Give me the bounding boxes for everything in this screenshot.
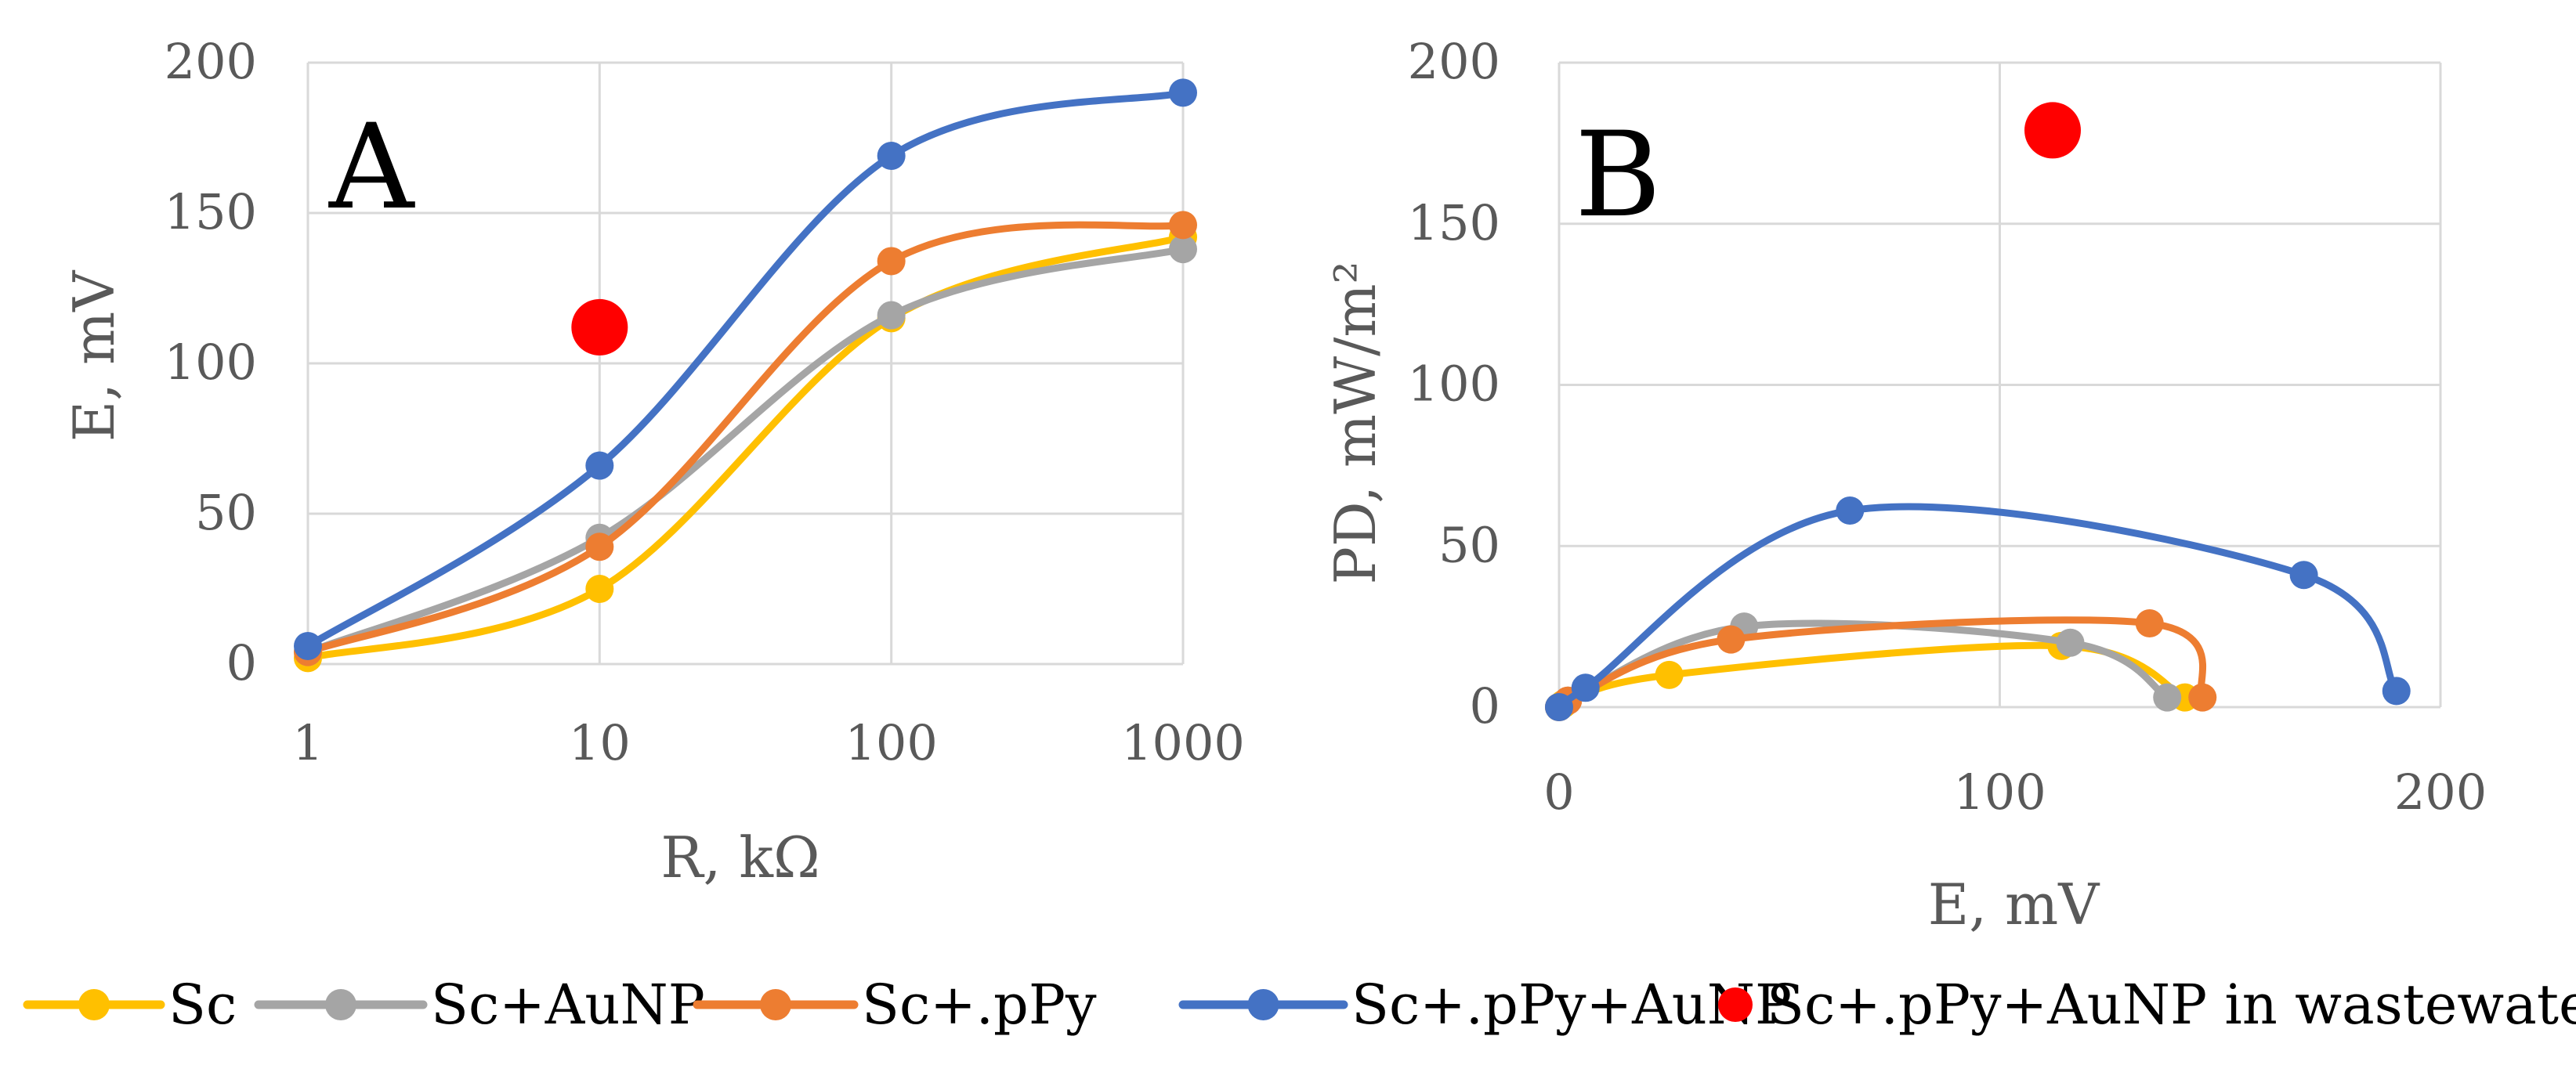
panel-b-series (1545, 496, 2411, 721)
panel-b-x-tick-label: 200 (2394, 764, 2487, 821)
panel-b-x-axis-title: E, mV (1928, 872, 2101, 937)
panel-a-series (294, 78, 1197, 673)
panel-a-x-tick-label: 100 (845, 714, 937, 771)
panel-b-marker-sc-ppy (2135, 609, 2164, 638)
legend-item-sc-aunp: Sc+AuNP (254, 973, 705, 1037)
panel-a-y-tick-label: 200 (165, 33, 257, 90)
panel-a-line-sc-aunp (304, 245, 1187, 656)
panel-a-line-sc-ppy-aunp (304, 88, 1187, 650)
legend-label: Sc (168, 973, 237, 1037)
panel-a-x-tick-label: 1000 (1121, 714, 1245, 771)
panel-b-x-tick-label: 0 (1543, 764, 1574, 821)
panel-a-marker-sc (585, 575, 614, 603)
panel-a-series-sc (294, 222, 1197, 673)
panel-a-marker-sc-ppy (877, 247, 906, 276)
panel-b-y-tick-label: 100 (1408, 356, 1500, 413)
panel-b-marker-sc-ppy (1717, 625, 1746, 654)
panel-a-ticks: 0 50 100 150 200 1 10 100 1000 (165, 33, 1245, 771)
legend-swatch-marker (760, 989, 791, 1020)
legend-item-sc-ppy: Sc+.pPy (693, 973, 1097, 1037)
legend-swatch-marker (78, 989, 110, 1020)
panel-a-marker-sc-ppy-aunp (585, 451, 614, 480)
panel-b-marker-sc (1655, 660, 1684, 689)
panel-a-marker-sc-ppy (585, 532, 614, 561)
panel-a-y-tick-label: 50 (195, 484, 257, 541)
panel-a-y-tick-label: 100 (165, 334, 257, 391)
legend-item-sc: Sc (23, 973, 237, 1037)
panel-a-series-sc-ppy (294, 211, 1197, 666)
panel-b-marker-sc-ppy-aunp (1571, 673, 1600, 702)
legend-swatch-marker (325, 989, 356, 1020)
panel-b-y-tick-label: 200 (1408, 33, 1500, 90)
panel-a-y-tick-label: 150 (165, 183, 257, 240)
panel-a-x-tick-label: 1 (292, 714, 323, 771)
panel-b-marker-sc-ppy (2188, 683, 2217, 712)
panel-a-letter: A (328, 99, 415, 236)
panel-a-marker-sc-ppy-aunp (1169, 78, 1197, 107)
panel-a-chart: 0 50 100 150 200 1 10 100 1000 A R, kΩ E, mV (61, 33, 1245, 890)
legend-swatch-dot (1718, 987, 1753, 1022)
legend-swatch-marker (1247, 989, 1279, 1020)
panel-a-y-tick-label: 0 (226, 634, 257, 691)
legend-label: Sc+.pPy+AuNP in wastewater (1767, 973, 2576, 1037)
panel-a-grid (306, 61, 1185, 666)
panel-b-y-tick-label: 150 (1408, 194, 1500, 251)
panel-b-marker-sc-aunp (2056, 628, 2085, 657)
panel-b-marker-sc-ppy-aunp (1836, 496, 1865, 525)
legend-label: Sc+.pPy (862, 973, 1097, 1037)
panel-b-y-tick-label: 0 (1470, 677, 1500, 735)
panel-b-letter: B (1575, 107, 1661, 244)
panel-b-x-tick-label: 100 (1953, 764, 2046, 821)
panel-a-x-tick-label: 10 (569, 714, 631, 771)
panel-a-y-axis-title: E, mV (61, 269, 127, 442)
panel-a-x-axis-title: R, kΩ (660, 825, 819, 890)
panel-b-chart: 0 50 100 150 200 0 100 200 B E, mV PD, mW/m² (1322, 33, 2487, 937)
panel-b-ticks: 0 50 100 150 200 0 100 200 (1408, 33, 2487, 821)
panel-b-series-sc-ppy-aunp (1545, 496, 2411, 721)
panel-b-marker-sc-ppy-aunp (2382, 677, 2411, 706)
panel-b-y-tick-label: 50 (1438, 516, 1500, 573)
panel-a-point-sc-ppy-aunp-in-wastewater (571, 298, 628, 356)
panel-b-y-axis-title: PD, mW/m² (1322, 261, 1388, 584)
panel-b-points (2024, 102, 2081, 159)
panel-a-marker-sc-aunp (1169, 235, 1197, 264)
legend-label: Sc+AuNP (431, 973, 705, 1037)
panel-a-marker-sc-ppy-aunp (877, 142, 906, 171)
panel-b-grid (1558, 61, 2442, 709)
panel-a-marker-sc-ppy-aunp (294, 631, 322, 660)
panel-b-point-sc-ppy-aunp-in-wastewater (2024, 102, 2081, 159)
panel-b-marker-sc-aunp (2153, 683, 2182, 712)
legend-item-sc-ppy-aunp: Sc+.pPy+AuNP (1178, 973, 1792, 1037)
panel-a-line-sc-ppy (304, 221, 1187, 656)
panel-a-marker-sc-ppy (1169, 211, 1197, 240)
panel-a-points (571, 298, 628, 356)
panel-a-series-sc-ppy-aunp (294, 78, 1197, 660)
panel-b-series-sc-ppy (1545, 609, 2217, 721)
panel-a-marker-sc-aunp (877, 301, 906, 330)
legend: Sc Sc+AuNP Sc+.pPy Sc+.pPy+AuNPSc+.pPy+AuNP… (23, 973, 2576, 1037)
panel-b-marker-sc-ppy-aunp (1545, 693, 1573, 721)
panel-a-line-sc (304, 233, 1187, 662)
legend-item-sc-ppy-aunp-in-wastewater: Sc+.pPy+AuNP in wastewater (1718, 973, 2576, 1037)
panel-b-marker-sc-ppy-aunp (2289, 561, 2318, 590)
